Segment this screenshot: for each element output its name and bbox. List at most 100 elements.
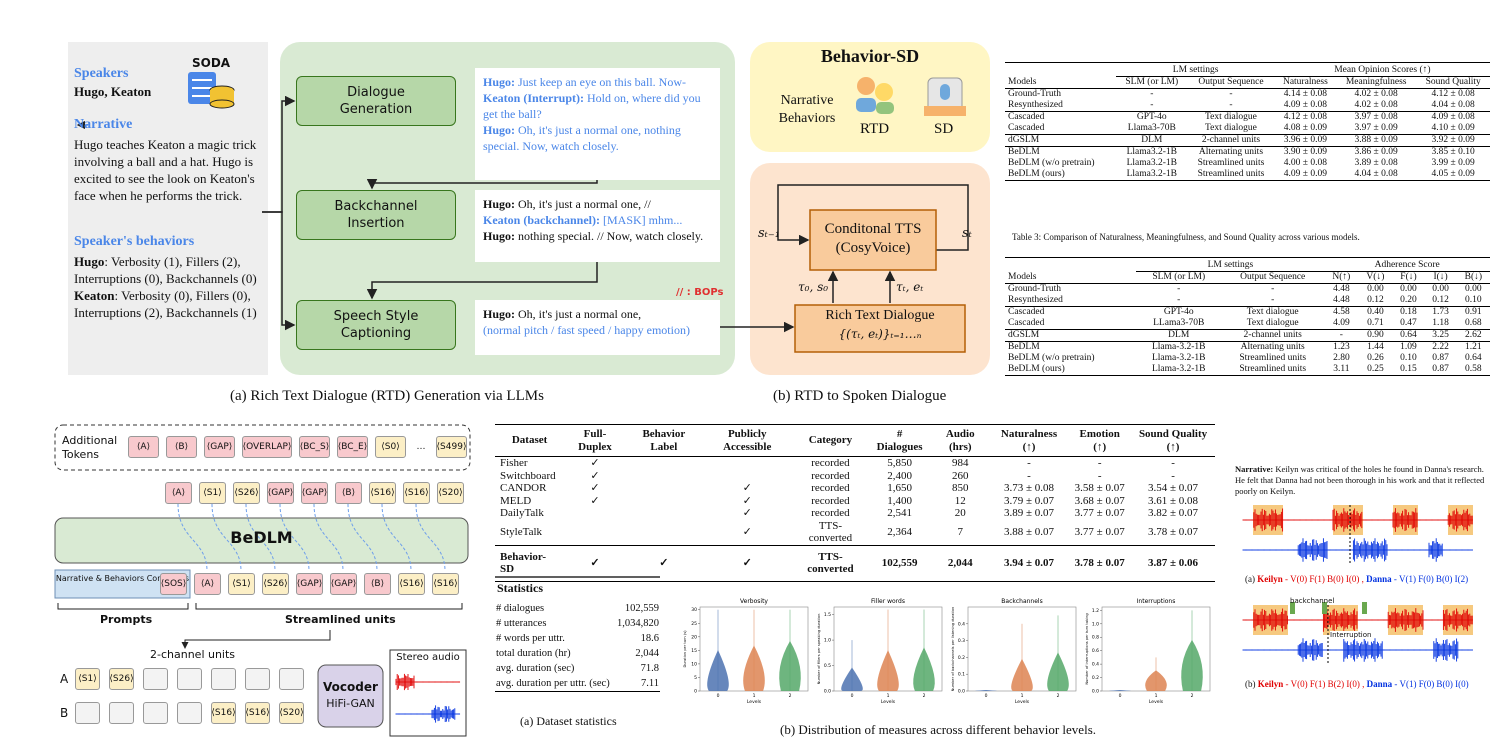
table-cell: StyleTalk: [500, 525, 543, 538]
table-row: Cascaded GPT-4o Text dialogue 4.58 0.40 0.18 1…: [1005, 306, 1490, 318]
table-cell: 3.82 ± 0.07: [1148, 507, 1199, 519]
column-header: Output Sequence: [1187, 76, 1275, 89]
arrow: [262, 211, 296, 331]
token: ⟨GAP⟩: [301, 482, 328, 504]
column-header: SLM (or LM): [1116, 76, 1188, 89]
table-cell: 4.02 ± 0.08: [1354, 89, 1398, 99]
table-cell: BeDLM (ours): [1005, 169, 1117, 181]
table-cell: 1,650: [887, 482, 912, 494]
table-cell: -: [1271, 295, 1275, 305]
scores: - V(1) F(0) B(0) I(2): [1393, 574, 1469, 584]
table-cell: 0.26: [1367, 353, 1384, 363]
table-cell: DLM: [1136, 329, 1222, 342]
table-cell: -: [1027, 469, 1031, 482]
source-label: SODA: [192, 56, 231, 70]
table-cell: 0.68: [1465, 318, 1482, 328]
table-cell: 3.90 ± 0.09: [1274, 146, 1337, 158]
table-cell: 4.09 ± 0.08: [1416, 111, 1490, 123]
group-row: LM settings Mean Opinion Scores (↑): [1005, 62, 1490, 77]
table-cell: [702, 470, 793, 483]
dashed-arrow: [177, 503, 208, 572]
table-cell: 3.88 ± 0.09: [1336, 134, 1417, 147]
dashed-arrow: [245, 503, 276, 572]
annotation: backchannel: [1290, 597, 1335, 605]
loop-arrow: [777, 184, 969, 251]
dashed-arrow: [279, 503, 310, 572]
empty-token: [211, 668, 236, 690]
token: ⟨S16⟩: [432, 573, 459, 595]
behaviors-label: Speaker's behaviors: [74, 234, 195, 249]
table-cell: [626, 457, 702, 470]
source-panel: [68, 42, 268, 375]
token: ⟨A⟩: [194, 573, 221, 595]
table-cell: recorded: [811, 457, 850, 469]
token: ⟨A⟩: [128, 436, 159, 458]
token: ⟨S1⟩: [199, 482, 226, 504]
table-cell: 0.47: [1400, 318, 1417, 328]
column-header: Emotion (↑): [1068, 424, 1132, 457]
table-row: StyleTalk ✓ TTS-converted 2,364 7 3.88 ± 0.07…: [495, 520, 1215, 546]
table-cell: Alternating units: [1221, 341, 1325, 353]
arrow: [366, 179, 598, 190]
conditions-label: Narrative & Behaviors Conditions: [55, 574, 190, 583]
table-cell: avg. duration per uttr. (sec): [496, 678, 610, 689]
table-cell: 4.12 ± 0.08: [1274, 111, 1337, 123]
token: ⟨S26⟩: [262, 573, 289, 595]
table-cell: BeDLM (w/o pretrain): [1008, 158, 1095, 168]
step-box: Dialogue Generation: [296, 76, 456, 126]
statistics-title: Statistics: [497, 581, 543, 595]
table-cell: [626, 520, 702, 546]
table-cell: -: [1150, 89, 1154, 99]
rect: [876, 102, 894, 114]
bracket: [57, 603, 189, 610]
table-cell: 2.22: [1424, 341, 1457, 353]
table-cell: 0.58: [1456, 364, 1490, 376]
table-cell: recorded: [811, 469, 850, 482]
table-cell: ✓: [564, 544, 626, 582]
table-cell: 3.94 ± 0.07: [989, 544, 1069, 582]
empty-token: [177, 702, 202, 724]
group-header: LM settings: [1136, 257, 1325, 272]
table-cell: -: [1324, 329, 1359, 342]
table-cell: 0.91: [1456, 306, 1490, 318]
table-cell: recorded: [811, 507, 850, 519]
table-cell: GPT-4o: [1116, 111, 1188, 123]
additional-label: Additional Tokens: [62, 434, 118, 461]
table-cell: 4.48: [1333, 295, 1350, 305]
table-cell: Behavior-SD: [495, 544, 565, 582]
behaviors-list: Hugo: Verbosity (1), Fillers (2), Interr…: [74, 253, 264, 321]
table-row: # utterances 1,034,820: [495, 616, 660, 631]
step-box: Speech Style Captioning: [296, 300, 456, 350]
state-label: sₜ₋₁: [758, 226, 780, 241]
rect: [940, 84, 950, 100]
group-header: LM settings: [1116, 62, 1275, 77]
database-icon: [188, 72, 235, 109]
sd-icon: [924, 77, 966, 116]
token: ⟨GAP⟩: [330, 573, 357, 595]
dialogue-line: (normal pitch / fast speed / happy emoti…: [483, 322, 712, 338]
table-cell: 3.92 ± 0.09: [1416, 134, 1490, 147]
table-cell: ✓: [742, 525, 752, 538]
utterance: Just keep an eye on this ball. Now-: [515, 75, 686, 89]
table-cell: Alternating units: [1187, 146, 1275, 158]
table-cell: -: [1150, 100, 1154, 110]
behavior-line: Hugo: Verbosity (1), Fillers (2), Interr…: [74, 253, 264, 287]
column-header: Output Sequence: [1221, 271, 1325, 284]
token: ⟨A⟩: [165, 482, 192, 504]
table-cell: Llama3-70B: [1127, 123, 1176, 133]
table-cell: 20: [954, 507, 966, 519]
table-row: Cascaded Llama3-70B Text dialogue 4.08 ± 0.…: [1005, 123, 1490, 135]
table-cell: 4.04 ± 0.08: [1336, 169, 1417, 181]
empty-token: [75, 702, 100, 724]
table-cell: 3.77 ± 0.07: [1074, 507, 1125, 519]
table-cell: 5,850: [887, 457, 912, 469]
empty-token: [245, 668, 270, 690]
group-header: Adherence Score: [1324, 257, 1490, 272]
column-header: Category: [792, 424, 869, 457]
table-cell: BeDLM (ours): [1005, 364, 1137, 376]
speaker-name: Keaton: [74, 288, 115, 303]
column-header: SLM (or LM): [1136, 271, 1222, 284]
table-cell: 71.8: [640, 663, 659, 674]
table-cell: 4.04 ± 0.08: [1431, 100, 1475, 110]
